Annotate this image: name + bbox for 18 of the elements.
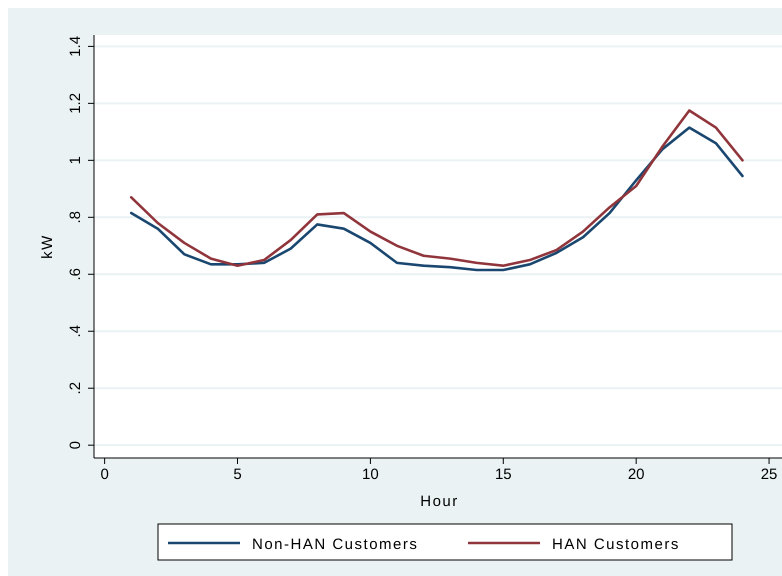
legend-label: Non-HAN Customers [252,536,418,553]
x-axis-title: Hour [420,493,459,510]
y-tick-label: 0 [67,441,84,450]
x-tick-label: 20 [628,466,645,483]
legend-label: HAN Customers [552,536,680,553]
x-tick-label: 15 [494,466,512,483]
y-tick-label: .4 [67,324,84,338]
y-tick-label: .8 [67,211,84,224]
y-tick-label: .2 [67,382,84,394]
x-tick-label: 0 [100,466,109,483]
x-tick-label: 5 [233,466,242,483]
x-tick-label: 10 [362,466,379,483]
x-tick-label: 25 [760,466,778,483]
y-tick-label: 1 [67,156,84,165]
y-tick-label: 1.4 [67,36,84,57]
y-tick-label: 1.2 [67,92,84,114]
y-axis-title: kW [39,234,56,259]
y-tick-label: .6 [67,268,84,281]
